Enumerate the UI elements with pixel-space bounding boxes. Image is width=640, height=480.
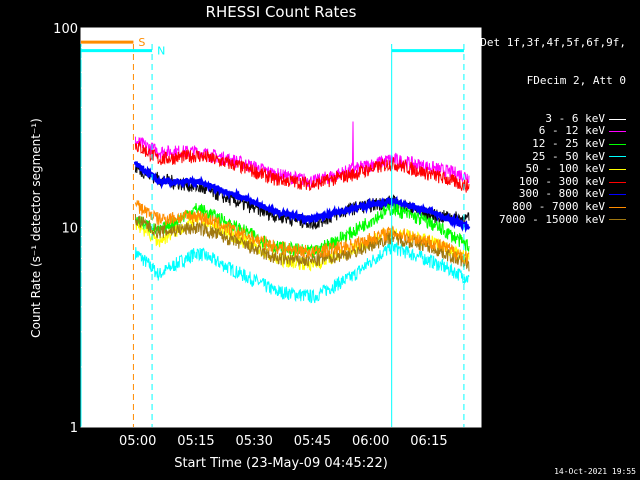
series-line: [134, 200, 470, 266]
legend-label: 100 - 300 keV: [518, 174, 605, 188]
legend-swatch: [609, 206, 626, 208]
y-tick-label: 100: [53, 22, 78, 37]
legend: Det 1f,3f,4f,5f,6f,9f, FDecim 2, Att 0 3…: [480, 12, 626, 239]
legend-entry: 100 - 300 keV: [480, 174, 626, 189]
legend-label: 7000 - 15000 keV: [499, 212, 605, 226]
legend-label: 50 - 100 keV: [525, 162, 605, 176]
legend-label: 12 - 25 keV: [532, 136, 605, 150]
legend-entry: 25 - 50 keV: [480, 149, 626, 164]
legend-label: 25 - 50 keV: [532, 149, 605, 163]
axis-layer: 1 10 100 05:00 05:15 05:30 05:45 06:00 06:15: [53, 22, 481, 449]
x-axis-label: Start Time (23-May-09 04:45:22): [174, 456, 388, 471]
legend-entry: 12 - 25 keV: [480, 136, 626, 151]
series-line: [134, 213, 470, 272]
legend-header-line-2: FDecim 2, Att 0: [526, 73, 626, 87]
marker-layer: SN: [80, 36, 465, 427]
series-line: [134, 240, 470, 304]
y-axis-label: Count Rate (s⁻¹ detector segment⁻¹): [29, 118, 43, 338]
legend-entry: 6 - 12 keV: [480, 125, 626, 138]
legend-label: 800 - 7000 keV: [512, 199, 605, 213]
x-tick-label: 05:45: [294, 434, 331, 449]
series-line: [134, 141, 470, 193]
y-tick-label: 10: [61, 222, 78, 237]
legend-swatch: [609, 143, 626, 145]
chart-title: RHESSI Count Rates: [206, 3, 357, 21]
flag-label: S: [138, 36, 145, 49]
x-tick-label: 05:30: [235, 434, 272, 449]
legend-swatch: [609, 219, 626, 221]
legend-label: 3 - 6 keV: [545, 111, 605, 125]
x-tick-label: 06:15: [410, 434, 447, 449]
legend-entry: 800 - 7000 keV: [480, 199, 626, 214]
series-line: [133, 161, 471, 234]
legend-entries: 3 - 6 keV 6 - 12 keV 12 - 25 keV 25 - 50 ke…: [480, 111, 626, 227]
legend-entry: 7000 - 15000 keV: [480, 212, 626, 227]
x-tick-label: 06:00: [352, 434, 389, 449]
legend-label: 300 - 800 keV: [518, 187, 605, 201]
legend-swatch: [609, 181, 626, 183]
legend-entry: 3 - 6 keV: [480, 111, 626, 126]
legend-label: 6 - 12 keV: [538, 124, 605, 138]
x-tick-label: 05:15: [177, 434, 214, 449]
series-layer: [133, 121, 471, 304]
legend-header-line-1: Det 1f,3f,4f,5f,6f,9f,: [480, 36, 626, 50]
series-line: [134, 121, 470, 189]
legend-swatch: [609, 168, 626, 170]
y-tick-label: 1: [70, 421, 78, 436]
legend-swatch: [609, 194, 626, 196]
legend-entry: 300 - 800 keV: [480, 188, 626, 201]
x-tick-label: 05:00: [119, 434, 156, 449]
footer-timestamp: 14-Oct-2021 19:55: [554, 467, 636, 476]
legend-swatch: [609, 131, 626, 133]
legend-swatch: [609, 156, 626, 158]
legend-swatch: [609, 118, 626, 120]
flag-label: N: [157, 45, 165, 58]
legend-entry: 50 - 100 keV: [480, 163, 626, 176]
